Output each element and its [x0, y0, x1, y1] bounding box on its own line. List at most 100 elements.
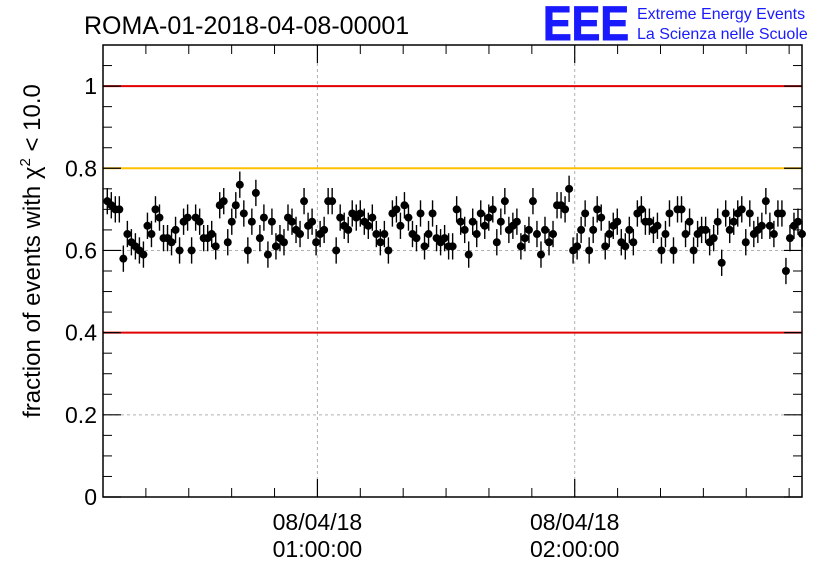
point-marker: [356, 209, 365, 218]
data-point: [484, 204, 493, 231]
point-marker: [147, 230, 156, 239]
point-marker: [123, 230, 132, 239]
data-point: [685, 208, 694, 235]
data-point: [424, 220, 433, 248]
point-marker: [171, 225, 180, 234]
point-marker: [745, 209, 754, 218]
point-marker: [155, 213, 164, 222]
point-marker: [143, 221, 152, 230]
data-point: [364, 212, 373, 239]
data-point: [356, 200, 365, 227]
reference-lines: [103, 85, 802, 334]
point-marker: [480, 221, 489, 230]
point-marker: [255, 234, 264, 243]
point-marker: [263, 250, 272, 259]
point-marker: [320, 225, 329, 234]
data-point: [629, 229, 638, 256]
y-axis-label-chi: χ: [19, 166, 46, 179]
y-axis-label: fraction of events with χ2 < 10.0: [17, 84, 46, 418]
point-marker: [601, 242, 610, 251]
data-point: [440, 224, 449, 252]
point-marker: [396, 221, 405, 230]
point-marker: [308, 217, 317, 226]
point-marker: [653, 221, 662, 230]
data-point: [496, 208, 505, 235]
point-marker: [512, 217, 521, 226]
point-marker: [251, 188, 260, 197]
point-marker: [267, 217, 276, 226]
data-point: [123, 220, 132, 248]
point-marker: [187, 246, 196, 255]
data-point: [452, 196, 461, 223]
point-marker: [781, 267, 790, 275]
data-point: [211, 233, 220, 260]
data-point: [480, 212, 489, 239]
point-marker: [372, 230, 381, 239]
point-marker: [404, 213, 413, 222]
point-marker: [629, 238, 638, 247]
point-marker: [536, 250, 545, 259]
y-tick-label: 0.4: [65, 320, 97, 346]
point-marker: [243, 246, 252, 255]
point-marker: [581, 209, 590, 218]
point-marker: [765, 221, 774, 230]
point-marker: [721, 209, 730, 218]
data-point: [312, 229, 321, 256]
point-marker: [239, 209, 248, 218]
data-point: [320, 216, 329, 244]
data-point: [488, 196, 497, 223]
data-point: [255, 224, 264, 252]
point-marker: [296, 230, 305, 239]
data-point: [139, 241, 148, 268]
chart-title: ROMA-01-2018-04-08-00001: [84, 12, 409, 40]
data-point: [657, 237, 666, 264]
data-point: [183, 204, 192, 231]
y-tick-labels: 0 0.2 0.4 0.6 0.8 1: [65, 73, 97, 510]
x-tick-time: 01:00:00: [273, 536, 363, 562]
point-marker: [528, 197, 537, 206]
data-point: [267, 208, 276, 235]
data-point: [669, 237, 678, 264]
point-marker: [757, 221, 766, 230]
data-point: [500, 187, 509, 215]
point-marker: [167, 238, 176, 247]
eee-logo: EEE Extreme Energy Events La Scienza nel…: [543, 0, 808, 52]
point-marker: [717, 258, 726, 267]
data-point: [585, 237, 594, 264]
data-point: [167, 229, 176, 256]
point-marker: [725, 225, 734, 234]
y-tick-label: 1: [84, 73, 97, 99]
data-point: [412, 224, 421, 252]
point-marker: [524, 225, 533, 234]
point-marker: [344, 225, 353, 234]
point-marker: [500, 197, 509, 206]
data-point: [721, 200, 730, 227]
data-point: [223, 229, 232, 256]
data-point: [573, 233, 582, 260]
data-point: [520, 224, 529, 252]
data-point: [561, 196, 570, 223]
data-point: [512, 208, 521, 235]
data-point: [577, 216, 586, 244]
point-marker: [328, 197, 337, 206]
data-point: [581, 200, 590, 227]
point-marker: [701, 225, 710, 234]
data-point: [456, 208, 465, 235]
data-point: [279, 229, 288, 256]
y-tick-label: 0.6: [65, 237, 97, 263]
data-point: [219, 187, 228, 215]
point-marker: [472, 230, 481, 239]
data-point: [769, 220, 778, 248]
data-point: [777, 200, 786, 227]
point-marker: [488, 205, 497, 214]
data-point: [468, 208, 477, 235]
data-point: [545, 229, 554, 256]
data-point: [476, 200, 485, 227]
data-point: [243, 237, 252, 264]
point-marker: [561, 205, 570, 214]
data-point: [725, 216, 734, 244]
data-point: [597, 204, 606, 231]
point-marker: [585, 246, 594, 255]
